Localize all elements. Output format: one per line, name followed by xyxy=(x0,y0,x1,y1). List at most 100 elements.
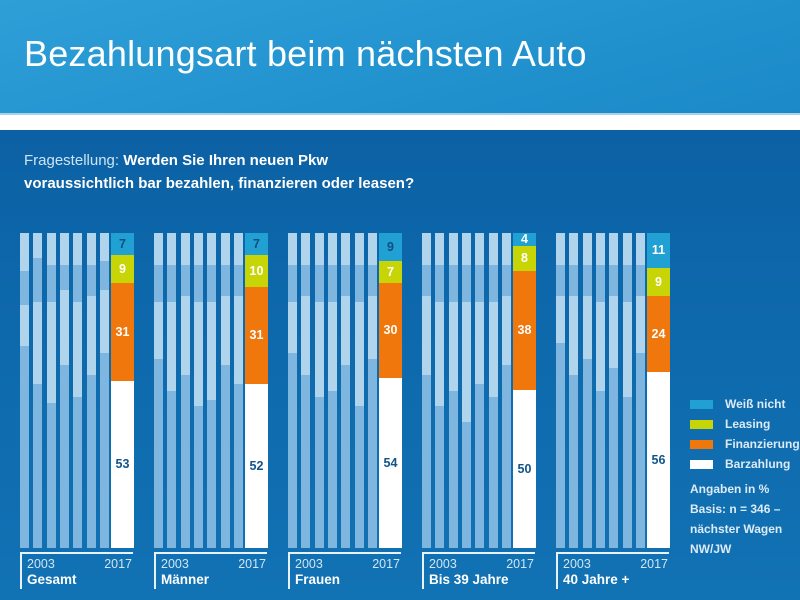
history-segment xyxy=(181,374,190,548)
history-segment xyxy=(194,302,203,407)
axis-m-nner: 2003 2017 Männer xyxy=(154,552,267,589)
history-segment xyxy=(435,302,444,407)
history-segment xyxy=(33,258,42,303)
history-segment xyxy=(221,365,230,548)
history-segment xyxy=(596,302,605,391)
history-segment xyxy=(194,233,203,265)
legend-swatch-barzahlung xyxy=(690,459,713,469)
group-label-bis-39-jahre: Bis 39 Jahre xyxy=(429,572,509,587)
history-segment xyxy=(20,270,29,306)
segment-barzahlung: 54 xyxy=(379,377,402,548)
history-bar xyxy=(449,233,458,548)
history-segment xyxy=(368,264,377,296)
history-segment xyxy=(87,233,96,265)
history-segment xyxy=(234,296,243,385)
bars-40-jahre: 11 9 24 56 xyxy=(556,233,670,548)
history-bar xyxy=(60,233,69,548)
history-segment xyxy=(87,296,96,375)
history-segment xyxy=(462,422,471,548)
history-segment xyxy=(60,233,69,265)
history-segment xyxy=(234,233,243,265)
year-end-label: 2017 xyxy=(506,557,534,571)
history-segment xyxy=(328,233,337,265)
history-segment xyxy=(368,359,377,548)
history-bar xyxy=(234,233,243,548)
history-segment xyxy=(462,233,471,265)
history-segment xyxy=(341,296,350,366)
history-segment xyxy=(100,261,109,290)
segment-leasing: 8 xyxy=(513,245,536,271)
footnote-unit: Angaben in % xyxy=(690,482,770,496)
history-segment xyxy=(556,233,565,265)
bars-frauen: 9 7 30 54 xyxy=(288,233,402,548)
history-segment xyxy=(288,352,297,548)
segment-value: 53 xyxy=(115,457,130,472)
legend-row: Finanzierung xyxy=(690,434,800,454)
history-segment xyxy=(609,264,618,297)
history-segment xyxy=(181,296,190,375)
bar-2017-40-jahre: 11 9 24 56 xyxy=(647,233,670,548)
history-segment xyxy=(221,296,230,366)
history-segment xyxy=(315,233,324,265)
history-bar xyxy=(100,233,109,548)
history-segment xyxy=(167,390,176,548)
segment-value: 9 xyxy=(655,274,662,289)
history-segment xyxy=(207,302,216,400)
history-bar xyxy=(207,233,216,548)
legend-label: Finanzierung xyxy=(725,437,800,451)
history-segment xyxy=(435,233,444,265)
history-segment xyxy=(556,264,565,296)
history-segment xyxy=(623,396,632,548)
history-segment xyxy=(73,396,82,548)
history-segment xyxy=(623,233,632,265)
year-labels: 2003 2017 xyxy=(558,554,669,571)
history-segment xyxy=(569,374,578,548)
history-segment xyxy=(355,233,364,265)
history-segment xyxy=(234,264,243,297)
history-segment xyxy=(449,302,458,391)
bar-2017-frauen: 9 7 30 54 xyxy=(379,233,402,548)
segment-wei-nicht: 11 xyxy=(647,233,670,268)
history-segment xyxy=(33,384,42,548)
history-segment xyxy=(502,365,511,548)
segment-value: 8 xyxy=(521,250,528,265)
history-segment xyxy=(60,365,69,548)
page-title: Bezahlungsart beim nächsten Auto xyxy=(24,33,587,74)
history-bar xyxy=(328,233,337,548)
year-end-label: 2017 xyxy=(238,557,266,571)
segment-value: 31 xyxy=(249,328,264,343)
bar-2017-m-nner: 7 10 31 52 xyxy=(245,233,268,548)
history-segment xyxy=(556,343,565,548)
legend: Weiß nicht Leasing Finanzierung Barzahlu… xyxy=(690,394,800,474)
history-segment xyxy=(596,390,605,548)
history-segment xyxy=(341,365,350,548)
segment-value: 9 xyxy=(387,239,394,254)
chart-group-gesamt: 7 9 31 53 2003 2017 Gesamt xyxy=(20,233,134,593)
segment-value: 38 xyxy=(517,323,532,338)
history-segment xyxy=(355,302,364,407)
legend-row: Weiß nicht xyxy=(690,394,800,414)
history-segment xyxy=(422,264,431,296)
history-segment xyxy=(355,264,364,303)
bars-bis-39-jahre: 4 8 38 50 xyxy=(422,233,536,548)
history-segment xyxy=(596,233,605,265)
history-bar xyxy=(489,233,498,548)
axis-frauen: 2003 2017 Frauen xyxy=(288,552,401,589)
segment-wei-nicht: 4 xyxy=(513,233,536,246)
history-segment xyxy=(221,264,230,297)
year-labels: 2003 2017 xyxy=(156,554,267,571)
history-bar xyxy=(167,233,176,548)
history-bar xyxy=(315,233,324,548)
history-segment xyxy=(154,302,163,359)
history-segment xyxy=(341,264,350,297)
history-bar xyxy=(181,233,190,548)
history-segment xyxy=(422,374,431,548)
history-bar xyxy=(73,233,82,548)
history-segment xyxy=(435,264,444,303)
segment-value: 7 xyxy=(253,236,260,251)
history-segment xyxy=(47,264,56,303)
year-end-label: 2017 xyxy=(640,557,668,571)
segment-finanzierung: 31 xyxy=(111,283,134,382)
